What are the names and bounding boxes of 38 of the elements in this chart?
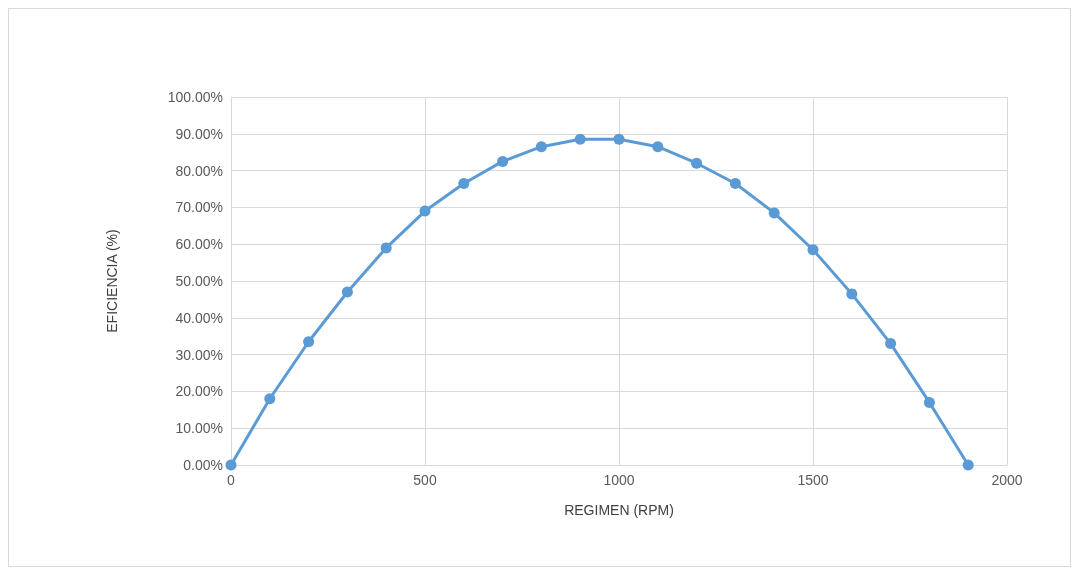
x-tick-label: 2000 [991, 472, 1023, 488]
x-tick-label: 0 [227, 472, 236, 488]
y-tick-label: 100.00% [167, 89, 223, 105]
y-tick-label: 70.00% [175, 199, 223, 216]
y-axis-title: EFICIENCIA (%) [104, 229, 120, 333]
point [768, 207, 780, 219]
y-tick-label: 50.00% [175, 273, 223, 289]
x-tick-label: 500 [413, 472, 437, 488]
point [807, 244, 819, 256]
x-tick-label: 1500 [797, 472, 829, 488]
point [846, 288, 858, 300]
point [458, 177, 470, 189]
y-tick-label: 20.00% [175, 383, 223, 400]
point [535, 141, 547, 153]
point [264, 393, 276, 405]
point [341, 286, 353, 298]
y-tick-label: 90.00% [175, 125, 223, 142]
y-tick-label: 40.00% [175, 309, 223, 326]
point [497, 155, 509, 167]
point [613, 133, 625, 145]
x-axis-title: REGIMEN (RPM) [564, 502, 674, 518]
point [303, 336, 315, 348]
y-tick-label: 60.00% [175, 236, 223, 253]
point [962, 459, 974, 471]
point [419, 205, 431, 217]
y-tick-label: 0.00% [183, 457, 223, 473]
point [225, 459, 237, 471]
point [574, 133, 586, 145]
point [885, 338, 897, 350]
y-tick-label: 80.00% [175, 162, 223, 179]
point [380, 242, 392, 254]
y-tick-label: 10.00% [175, 420, 223, 437]
point [923, 396, 935, 408]
point [729, 177, 741, 189]
y-tick-label: 30.00% [175, 346, 223, 363]
point [691, 157, 703, 169]
point [652, 141, 664, 153]
x-tick-label: 1000 [603, 472, 635, 488]
